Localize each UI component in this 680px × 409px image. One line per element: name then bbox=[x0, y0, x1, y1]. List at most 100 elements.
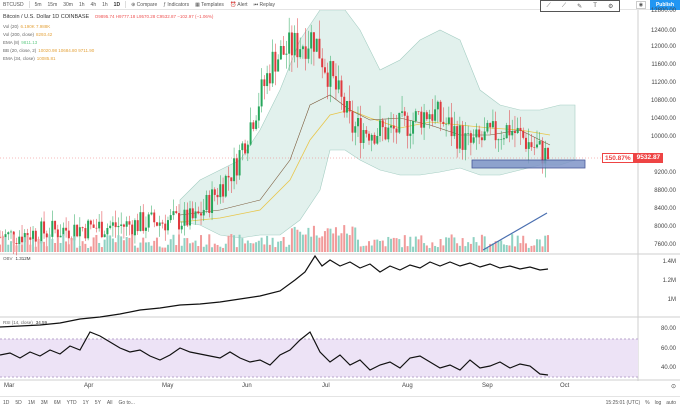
volume-bar bbox=[406, 246, 409, 252]
volume-bar bbox=[458, 245, 461, 252]
candle-body bbox=[420, 111, 423, 128]
candle-body bbox=[202, 209, 205, 216]
obv-legend[interactable]: OBV 1.312M bbox=[3, 256, 31, 261]
candle-body bbox=[194, 211, 197, 219]
volume-bar bbox=[84, 243, 87, 252]
candle-body bbox=[197, 211, 200, 214]
candle-body bbox=[356, 118, 359, 127]
month-label: Jul bbox=[322, 383, 330, 389]
range-6m[interactable]: 6M bbox=[53, 400, 61, 406]
text-icon[interactable]: T bbox=[593, 3, 597, 9]
trend-line-icon[interactable]: ⟋ bbox=[546, 2, 551, 9]
ema34-legend[interactable]: EMA (34, close) 10085.81 bbox=[3, 56, 56, 62]
candle-body bbox=[450, 117, 453, 137]
price-tick: 10400.00 bbox=[650, 116, 676, 122]
candle-body bbox=[4, 234, 7, 238]
replay-button[interactable]: ⏮ Replay bbox=[253, 1, 276, 8]
volume-bar bbox=[447, 237, 450, 252]
interval-1d[interactable]: 1D bbox=[113, 1, 121, 8]
brush-icon[interactable]: ✎ bbox=[577, 3, 583, 10]
clock-time: 15:25:01 (UTC) bbox=[605, 400, 641, 406]
auto-toggle[interactable]: auto bbox=[666, 400, 676, 406]
volume-bar bbox=[279, 241, 282, 252]
range-5d[interactable]: 5D bbox=[15, 400, 22, 406]
volume-bar bbox=[318, 237, 321, 252]
interval-1h-b[interactable]: 1h bbox=[102, 1, 108, 8]
range-1d[interactable]: 1D bbox=[3, 400, 10, 406]
candle-body bbox=[469, 133, 472, 143]
candle-body bbox=[307, 48, 310, 59]
interval-15m[interactable]: 15m bbox=[47, 1, 58, 8]
compare-button[interactable]: ⊕ Compare bbox=[131, 1, 158, 8]
month-label: Aug bbox=[402, 383, 413, 389]
volume-bar bbox=[431, 242, 434, 252]
candle-body bbox=[189, 208, 192, 226]
volume-bar bbox=[128, 237, 131, 252]
candle-body bbox=[332, 61, 335, 77]
symbol-search[interactable]: BTCUSD bbox=[3, 1, 24, 8]
templates-button[interactable]: ▦ Templates bbox=[195, 1, 224, 8]
alert-button[interactable]: ⏰ Alert bbox=[229, 1, 248, 8]
range-5y[interactable]: 5Y bbox=[94, 400, 101, 406]
candle-body bbox=[150, 212, 153, 215]
publish-button[interactable]: Publish bbox=[649, 0, 680, 10]
interval-4h[interactable]: 4h bbox=[90, 1, 97, 8]
volume-bar bbox=[299, 231, 302, 252]
ema8-legend[interactable]: EMA (8) 9811.13 bbox=[3, 40, 37, 46]
volume-bar bbox=[51, 239, 54, 252]
ema34-label: EMA (34, close) bbox=[3, 56, 35, 61]
trend-line-icon-2[interactable]: ⟋ bbox=[561, 2, 567, 9]
range-3m[interactable]: 3M bbox=[40, 400, 48, 406]
chart-canvas[interactable] bbox=[0, 10, 680, 381]
volume-bar bbox=[32, 238, 35, 252]
indicators-button[interactable]: ƒ Indicators bbox=[163, 1, 190, 8]
volume-bar bbox=[161, 247, 164, 252]
candle-body bbox=[500, 139, 503, 140]
bb-legend[interactable]: BB (20, close, 2) 10020.98 10684.80 9711.… bbox=[3, 48, 94, 54]
candle-body bbox=[527, 142, 530, 149]
volume-bar bbox=[348, 235, 351, 252]
candle-body bbox=[0, 236, 1, 238]
range-ytd[interactable]: YTD bbox=[66, 400, 77, 406]
range-1y[interactable]: 1Y bbox=[82, 400, 89, 406]
percent-toggle[interactable]: % bbox=[645, 400, 650, 406]
volume-bar bbox=[1, 235, 4, 252]
volume-bar bbox=[425, 245, 428, 252]
volume-bar bbox=[370, 245, 373, 252]
log-toggle[interactable]: log bbox=[654, 400, 662, 406]
candle-body bbox=[114, 222, 117, 228]
volume-bar bbox=[29, 244, 32, 252]
interval-30m[interactable]: 30m bbox=[63, 1, 73, 8]
candle-body bbox=[172, 211, 175, 216]
goto-date[interactable]: Go to... bbox=[118, 400, 135, 406]
range-all[interactable]: All bbox=[106, 400, 113, 406]
vol200-legend[interactable]: Vol (200, close) 8293.42 bbox=[3, 32, 52, 38]
volume-bar bbox=[508, 245, 511, 252]
candle-body bbox=[458, 125, 461, 149]
gear-icon[interactable]: ⚙ bbox=[608, 3, 614, 10]
volume-bar bbox=[296, 229, 299, 252]
rsi-legend[interactable]: RSI (14, close) 34.59 bbox=[3, 320, 47, 325]
candle-body bbox=[318, 38, 321, 59]
range-1m[interactable]: 1M bbox=[27, 400, 35, 406]
candle-body bbox=[290, 32, 293, 56]
interval-1h[interactable]: 1h bbox=[78, 1, 85, 8]
time-axis-settings-icon[interactable]: ⊙ bbox=[670, 384, 676, 390]
candle-body bbox=[268, 73, 271, 84]
interval-5m[interactable]: 5m bbox=[34, 1, 42, 8]
candle-body bbox=[508, 125, 511, 136]
candle-body bbox=[211, 189, 214, 213]
candle-body bbox=[216, 194, 219, 198]
candle-body bbox=[15, 243, 18, 245]
volume-bar bbox=[329, 228, 332, 252]
candle-body bbox=[21, 236, 24, 243]
candle-body bbox=[67, 230, 70, 239]
replay-label: Replay bbox=[259, 1, 276, 8]
vol-legend[interactable]: Vol (20) 6.190K 7.988K bbox=[3, 24, 50, 30]
camera-icon[interactable]: ◉ bbox=[635, 1, 646, 9]
candle-body bbox=[365, 130, 368, 134]
volume-bar bbox=[450, 234, 453, 252]
rsi-value: 34.59 bbox=[35, 320, 48, 325]
volume-bar bbox=[153, 240, 156, 252]
volume-bar bbox=[505, 245, 508, 252]
